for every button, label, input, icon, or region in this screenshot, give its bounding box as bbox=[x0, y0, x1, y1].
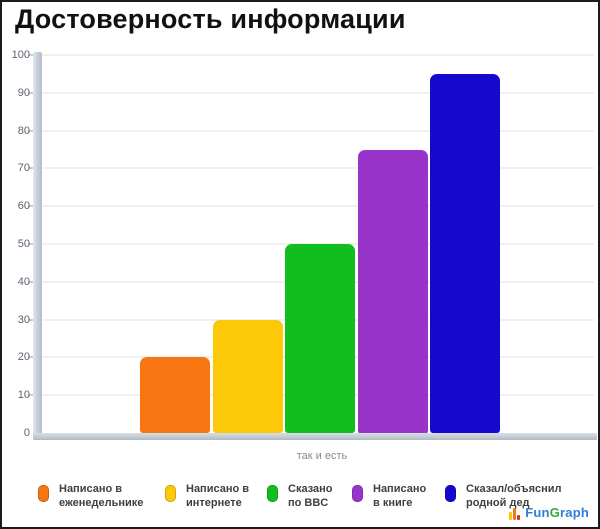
x-axis-line bbox=[33, 433, 597, 440]
legend-swatch-icon bbox=[445, 485, 456, 502]
legend-swatch-icon bbox=[352, 485, 363, 502]
logo-text-fun: Fun bbox=[525, 505, 550, 520]
y-tick-label-80: 80 bbox=[17, 124, 30, 137]
y-tick-label-30: 30 bbox=[17, 313, 30, 326]
x-axis-label: так и есть bbox=[296, 450, 348, 462]
gridline-70 bbox=[42, 167, 594, 170]
legend-label: Сказал/объяснил родной дед bbox=[466, 483, 562, 509]
gridline-90 bbox=[42, 91, 594, 94]
mini-bar bbox=[509, 512, 513, 520]
bar-4 bbox=[358, 150, 428, 434]
logo-text-g: G bbox=[549, 505, 561, 520]
bar-1 bbox=[140, 357, 210, 433]
y-tick-label-90: 90 bbox=[17, 86, 30, 99]
mini-bar-chart-icon bbox=[509, 506, 523, 520]
y-axis-line bbox=[33, 52, 42, 439]
logo-text: FunGraph bbox=[525, 506, 589, 520]
gridline-80 bbox=[42, 129, 594, 132]
mini-bar bbox=[513, 508, 517, 520]
chart-title: Достоверность информации bbox=[15, 4, 406, 34]
legend-swatch-icon bbox=[165, 485, 176, 502]
fungraph-logo: FunGraph bbox=[509, 506, 589, 520]
bar-2 bbox=[213, 320, 283, 433]
gridline-100 bbox=[42, 54, 594, 56]
y-tick-label-10: 10 bbox=[17, 389, 30, 402]
legend-label: Сказано по BBC bbox=[288, 483, 333, 509]
legend-swatch-icon bbox=[38, 485, 49, 502]
y-tick-label-50: 50 bbox=[17, 238, 30, 250]
bar-3 bbox=[285, 244, 355, 433]
logo-text-raph: raph bbox=[560, 505, 589, 520]
legend-swatch-icon bbox=[267, 485, 278, 502]
legend-label: Написано в еженедельнике bbox=[59, 483, 144, 509]
gridline-60 bbox=[42, 205, 594, 208]
y-tick-label-100: 100 bbox=[11, 49, 30, 61]
y-tick-label-0: 0 bbox=[23, 427, 30, 439]
y-tick-label-60: 60 bbox=[17, 200, 30, 213]
y-tick-label-70: 70 bbox=[17, 162, 30, 175]
mini-bar bbox=[517, 515, 521, 520]
y-tick-label-20: 20 bbox=[17, 351, 30, 364]
legend-label: Написано в интернете bbox=[186, 483, 250, 509]
y-tick-label-40: 40 bbox=[17, 275, 30, 288]
bar-5 bbox=[430, 74, 500, 433]
legend-label: Написано в книге bbox=[373, 483, 427, 509]
